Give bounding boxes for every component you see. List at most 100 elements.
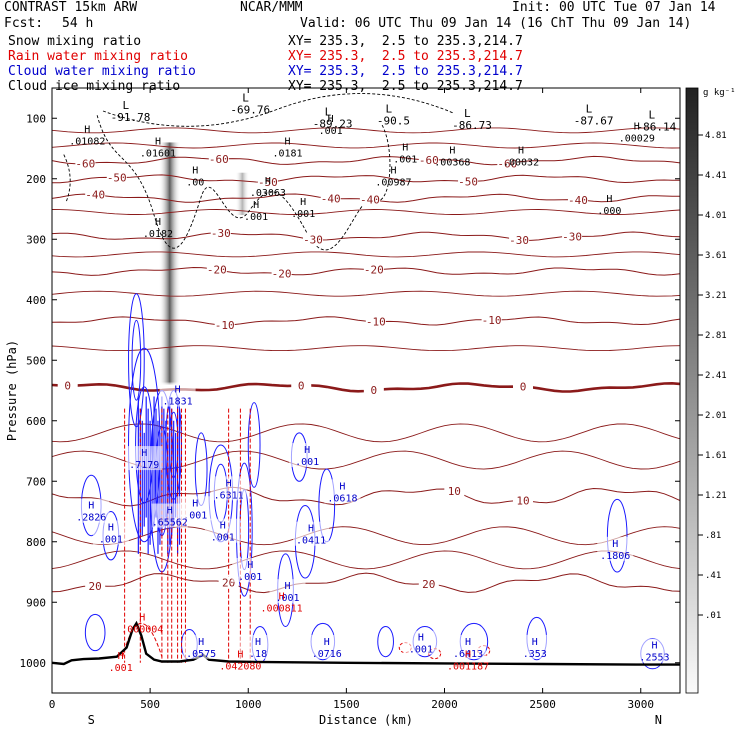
low-marker: L xyxy=(464,107,471,120)
cloud-water-label-bg xyxy=(210,476,247,501)
cloud-water-maximum-label: .001 xyxy=(275,593,299,604)
temperature-contour-label: -30 xyxy=(211,227,231,240)
high-marker: H xyxy=(192,166,198,177)
snow-maximum-label: .0181 xyxy=(272,149,302,160)
snow-maximum-label: .001 xyxy=(319,126,343,137)
x-tick-label: 1000 xyxy=(235,698,262,711)
temperature-label-bg xyxy=(567,193,588,206)
cloud-water-label-bg xyxy=(92,520,129,545)
cloud-water-label-bg xyxy=(308,634,345,659)
cloud-water-label-bg xyxy=(269,579,306,604)
field-xy-cloud-water: XY= 235.3, 2.5 to 235.3,214.7 xyxy=(288,64,523,79)
temperature-contour-label: -10 xyxy=(215,319,235,332)
snow-maximum-label: .01601 xyxy=(140,149,176,160)
cloud-water-contour xyxy=(131,319,142,401)
temperature-contour-label: 0 xyxy=(298,380,305,393)
field-xy-snow: XY= 235.3, 2.5 to 235.3,214.7 xyxy=(288,34,523,49)
y-tick-label: 300 xyxy=(26,233,46,246)
temperature-label-bg xyxy=(85,188,106,201)
plot-frame xyxy=(51,87,681,694)
temperature-label-bg xyxy=(75,157,96,170)
field-xy-rain: XY= 235.3, 2.5 to 235.3,214.7 xyxy=(288,49,523,64)
high-marker: H xyxy=(402,143,408,154)
field-name-rain: Rain water mixing ratio xyxy=(8,49,189,64)
cloud-water-maximum-label: .2553 xyxy=(639,652,669,663)
temperature-label-bg xyxy=(513,380,533,393)
cloud-water-label-bg xyxy=(232,558,269,582)
x-tick-label: 2500 xyxy=(529,698,556,711)
temperature-contour-label: 20 xyxy=(422,578,435,591)
cloud-water-contour xyxy=(84,613,106,652)
temperature-contour-label: 0 xyxy=(371,384,378,397)
temperature-contour-line xyxy=(52,572,680,594)
colorbar-label: 4.01 xyxy=(705,211,727,221)
ice-shading-layer xyxy=(158,142,250,385)
temperature-label-bg xyxy=(363,384,384,397)
temperature-contour-label: -40 xyxy=(568,194,588,207)
temperature-contour-line xyxy=(52,127,680,134)
temperature-contour-label: 0 xyxy=(520,381,527,394)
temperature-contour-label: -30 xyxy=(562,230,582,243)
temperature-contour-line xyxy=(52,486,680,507)
high-marker: H xyxy=(339,481,345,492)
cloud-water-maximum-label: .001 xyxy=(99,534,123,545)
high-marker: H xyxy=(155,137,161,148)
temperature-contour-label: -10 xyxy=(482,314,502,327)
cloud-water-maximum-label: .001 xyxy=(211,533,235,544)
temperature-contour-line xyxy=(52,251,680,258)
temperature-label-bg xyxy=(57,379,78,392)
temperature-label-bg xyxy=(208,152,229,165)
high-marker: H xyxy=(141,448,147,459)
temperature-label-bg xyxy=(418,577,439,590)
high-marker: H xyxy=(220,521,226,532)
x-tick-label: 1500 xyxy=(333,698,360,711)
y-tick-label: 200 xyxy=(26,173,46,186)
cloud-water-maximum-label: .0618 xyxy=(327,493,357,504)
high-marker: H xyxy=(255,637,261,648)
high-marker: H xyxy=(118,651,124,662)
high-marker: H xyxy=(247,560,253,571)
high-marker: H xyxy=(167,506,173,517)
cloud-water-label-bg xyxy=(240,634,277,659)
fcst-value: 54 h xyxy=(62,16,94,31)
cloud-ice-label: -89.23 xyxy=(313,117,353,130)
temperature-contour-line xyxy=(52,550,680,570)
cloud-water-label-bg xyxy=(516,634,553,659)
field-name-snow: Snow mixing ratio xyxy=(8,34,142,49)
colorbar-label: 1.61 xyxy=(705,451,727,461)
low-marker: L xyxy=(648,108,655,121)
temperature-contour-label: -60 xyxy=(75,157,95,170)
snow-maximum-label: .00 xyxy=(186,178,204,189)
model-title: CONTRAST 15km ARW xyxy=(4,0,138,15)
rain-maximum-label: .001187 xyxy=(447,662,489,673)
temperature-label-bg xyxy=(509,233,530,246)
cloud-water-label-bg xyxy=(159,382,196,407)
high-marker: H xyxy=(253,200,259,211)
colorbar-label: 2.41 xyxy=(705,371,727,381)
cloud-water-maximum-label: .1806 xyxy=(600,551,630,562)
rain-maximum-label: .000811 xyxy=(261,603,303,614)
temperature-label-bg xyxy=(106,171,127,184)
colorbar-label: 3.21 xyxy=(705,291,727,301)
colorbar-unit: g kg⁻¹ xyxy=(703,88,736,98)
low-marker: L xyxy=(586,102,593,115)
cloud-ice-contour xyxy=(63,154,71,204)
cloud-ice-label: -86.14 xyxy=(637,120,677,133)
high-marker: H xyxy=(192,498,198,509)
y-tick-label: 900 xyxy=(26,596,46,609)
high-marker: H xyxy=(532,637,538,648)
snow-maximum-label: .00368 xyxy=(434,158,470,169)
temperature-contour-line xyxy=(52,526,680,546)
contour-labels: -60 -60 -60 -60-50 -50 -50-40 -40 -40 -40-30-30-… xyxy=(57,91,677,674)
high-marker: H xyxy=(465,637,471,648)
y-tick-label: 400 xyxy=(26,294,46,307)
high-marker: H xyxy=(279,591,285,602)
temperature-contour-label: 10 xyxy=(448,485,461,498)
y-tick-label: 800 xyxy=(26,536,46,549)
temperature-label-bg xyxy=(291,379,312,392)
snow-maximum-label: .00987 xyxy=(375,178,411,189)
temperature-label-bg xyxy=(497,157,518,170)
temperature-contour-line xyxy=(52,155,680,166)
ice-shading-plume xyxy=(235,172,250,216)
